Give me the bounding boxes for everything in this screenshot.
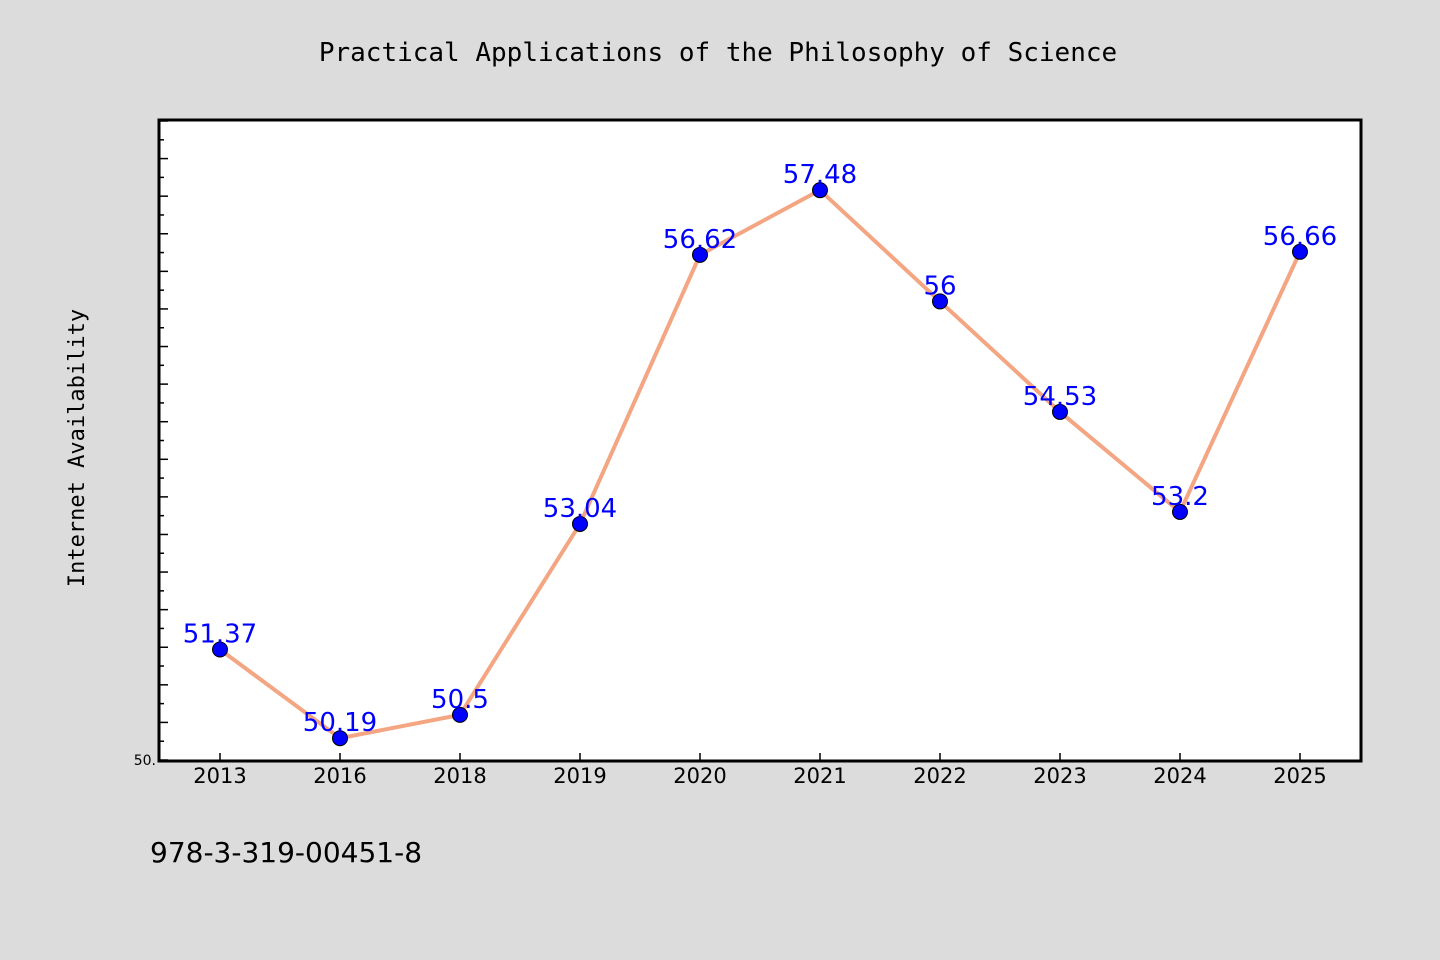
data-point: [452, 706, 468, 723]
series-line-group: [218, 188, 1302, 741]
data-label: 51.37: [183, 619, 257, 649]
data-label: 57.48: [783, 160, 857, 190]
x-tick-label: 2022: [913, 764, 966, 788]
data-point: [692, 246, 708, 263]
data-label: 54.53: [1023, 382, 1097, 412]
data-label: 53.04: [543, 494, 617, 524]
x-tick-label: 2024: [1153, 764, 1206, 788]
data-labels-group: 51.37 50.19 50.5 53.04 56.62 57.48 56 54.53 53.2…: [183, 160, 1337, 738]
data-point: [572, 515, 588, 532]
data-label: 53.2: [1151, 482, 1209, 512]
data-point: [812, 182, 828, 199]
chart-title: Practical Applications of the Philosophy…: [319, 38, 1117, 68]
series-line: [218, 188, 1302, 741]
data-point: [1052, 403, 1068, 420]
data-label: 56: [923, 271, 956, 301]
data-label: 50.19: [303, 708, 377, 738]
y-tick-label: 50.: [134, 753, 156, 769]
data-label: 50.5: [431, 685, 489, 715]
x-axis-ticks: 2013 2016 2018 2019 2020 2021 2022 2023 2024 2025: [193, 753, 1327, 788]
data-point: [212, 641, 228, 658]
y-axis-label: Internet Availability: [65, 309, 90, 587]
y-axis-ticks: 50.: [134, 120, 168, 769]
data-point: [932, 293, 948, 310]
data-point: [332, 730, 348, 747]
data-label: 56.66: [1263, 222, 1337, 252]
x-tick-label: 2018: [433, 764, 486, 788]
x-tick-label: 2013: [193, 764, 246, 788]
plot-area: [157, 118, 1363, 763]
data-point: [1292, 243, 1308, 260]
data-label: 56.62: [663, 225, 737, 255]
x-tick-label: 2023: [1033, 764, 1086, 788]
x-tick-label: 2025: [1273, 764, 1326, 788]
series-markers-group: [212, 182, 1308, 747]
footer-isbn: 978-3-319-00451-8: [150, 836, 422, 869]
x-tick-label: 2016: [313, 764, 366, 788]
x-tick-label: 2021: [793, 764, 846, 788]
x-tick-label: 2019: [553, 764, 606, 788]
data-point: [1172, 503, 1188, 520]
x-tick-label: 2020: [673, 764, 726, 788]
